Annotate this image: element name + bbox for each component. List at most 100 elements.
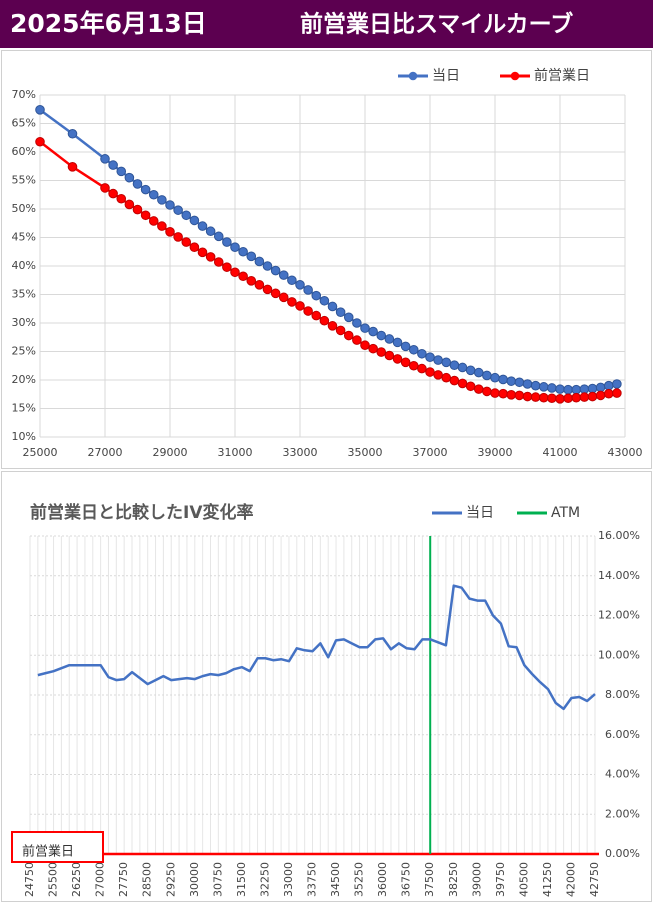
- marker: [433, 370, 443, 380]
- marker: [417, 363, 427, 374]
- x-tick-label: 25000: [23, 446, 58, 459]
- y-tick-label: 6.00%: [605, 728, 640, 741]
- marker: [392, 354, 403, 364]
- legend-label: 前営業日: [534, 67, 590, 84]
- marker: [538, 392, 549, 403]
- marker: [571, 392, 582, 403]
- x-tick-label: 38250: [447, 862, 460, 897]
- marker: [368, 343, 378, 354]
- marker: [465, 381, 476, 392]
- marker: [319, 315, 330, 326]
- x-tick-label: 29250: [164, 862, 177, 897]
- marker: [67, 162, 78, 172]
- y-tick-label: 10%: [12, 430, 36, 443]
- y-tick-label: 25%: [12, 345, 36, 358]
- y-tick-label: 55%: [12, 174, 36, 187]
- marker: [238, 246, 248, 257]
- x-tick-label: 32250: [258, 862, 271, 897]
- y-tick-label: 15%: [12, 402, 36, 415]
- x-tick-label: 36000: [376, 862, 389, 897]
- marker: [181, 237, 192, 247]
- y-tick-label: 35%: [12, 288, 36, 301]
- marker: [482, 386, 492, 397]
- x-tick-label: 26250: [70, 862, 83, 897]
- x-tick-label: 33000: [283, 446, 318, 459]
- marker: [506, 390, 517, 400]
- x-tick-label: 34500: [329, 862, 342, 897]
- y-tick-label: 0.00%: [605, 847, 640, 860]
- marker: [498, 374, 508, 385]
- marker: [449, 360, 460, 370]
- marker: [579, 384, 590, 394]
- x-tick-label: 39000: [470, 862, 483, 897]
- marker: [124, 199, 135, 210]
- x-tick-label: 42750: [588, 862, 601, 897]
- marker: [538, 382, 549, 392]
- legend-label: 当日: [432, 68, 460, 84]
- marker: [327, 321, 338, 331]
- y-tick-label: 45%: [12, 231, 36, 244]
- marker: [506, 376, 517, 386]
- header-date: 2025年6月13日: [10, 9, 207, 38]
- marker: [132, 179, 143, 189]
- marker: [612, 388, 622, 398]
- marker: [392, 337, 403, 348]
- marker: [417, 348, 427, 359]
- marker: [303, 306, 313, 316]
- y-tick-label: 16.00%: [598, 529, 640, 542]
- x-tick-label: 27000: [88, 446, 123, 459]
- marker: [205, 252, 216, 262]
- marker: [498, 388, 508, 399]
- y-tick-label: 4.00%: [605, 768, 640, 781]
- marker: [563, 384, 573, 395]
- marker: [384, 334, 395, 344]
- marker: [522, 391, 533, 402]
- marker: [408, 360, 419, 371]
- x-tick-label: 37500: [423, 862, 436, 897]
- marker: [100, 183, 110, 193]
- y-tick-label: 8.00%: [605, 688, 640, 701]
- x-tick-label: 30750: [211, 862, 224, 897]
- marker: [189, 215, 200, 226]
- reference-label-box: [11, 831, 104, 863]
- marker: [514, 377, 525, 388]
- marker: [148, 216, 159, 226]
- marker: [473, 367, 484, 378]
- marker: [587, 383, 598, 394]
- marker: [408, 344, 419, 355]
- y-tick-label: 70%: [12, 88, 36, 101]
- marker: [490, 372, 500, 383]
- marker: [262, 284, 273, 295]
- marker: [157, 195, 167, 205]
- legend-label: 当日: [466, 505, 494, 521]
- y-tick-label: 2.00%: [605, 807, 640, 820]
- x-tick-label: 24750: [23, 862, 36, 897]
- x-tick-label: 42000: [564, 862, 577, 897]
- marker: [140, 184, 151, 195]
- marker: [343, 330, 354, 341]
- marker: [222, 237, 232, 247]
- marker: [433, 355, 443, 365]
- marker: [108, 188, 118, 199]
- marker: [165, 227, 175, 237]
- marker: [116, 193, 127, 204]
- chart-title: 前営業日と比較したIV変化率: [30, 502, 253, 523]
- x-tick-label: 43000: [608, 446, 643, 459]
- chart-panel: [1, 471, 652, 902]
- marker: [595, 390, 606, 401]
- marker: [555, 394, 565, 404]
- marker: [376, 347, 387, 357]
- series-line: [37, 584, 596, 711]
- marker: [603, 380, 614, 391]
- marker: [213, 257, 224, 267]
- marker: [246, 251, 257, 262]
- marker: [287, 275, 297, 286]
- marker: [238, 271, 248, 282]
- marker: [278, 292, 289, 303]
- marker: [547, 383, 557, 393]
- marker: [100, 154, 110, 164]
- marker: [530, 392, 541, 402]
- marker: [352, 335, 362, 345]
- marker: [587, 391, 598, 402]
- marker: [522, 379, 533, 389]
